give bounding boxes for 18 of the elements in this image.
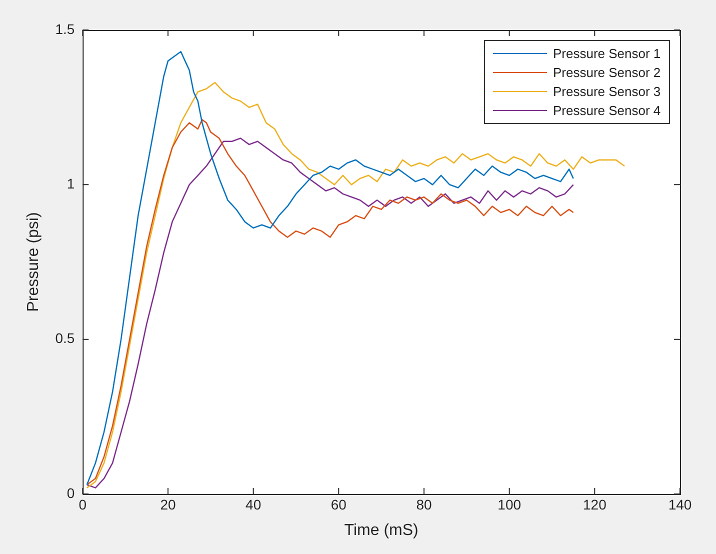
x-tick-label: 40 — [246, 496, 262, 512]
x-tick-label: 120 — [582, 496, 607, 512]
legend-label: Pressure Sensor 2 — [553, 65, 661, 80]
x-tick-label: 140 — [668, 496, 692, 512]
y-axis-title: Pressure (psi) — [25, 212, 42, 312]
y-tick-label: 0.5 — [55, 330, 75, 346]
legend-label: Pressure Sensor 3 — [553, 84, 661, 99]
y-tick-label: 1 — [66, 176, 75, 192]
x-tick-label: 20 — [160, 496, 176, 512]
x-tick-label: 80 — [416, 496, 432, 512]
x-axis-title: Time (mS) — [344, 522, 418, 539]
y-tick-label: 1.5 — [55, 20, 75, 37]
x-tick-label: 100 — [498, 496, 522, 512]
legend-label: Pressure Sensor 1 — [553, 46, 661, 61]
legend-label: Pressure Sensor 4 — [553, 103, 661, 118]
y-tick-label: 0 — [66, 484, 75, 501]
x-tick-label: 0 — [78, 496, 87, 512]
x-tick-label: 60 — [330, 496, 347, 512]
